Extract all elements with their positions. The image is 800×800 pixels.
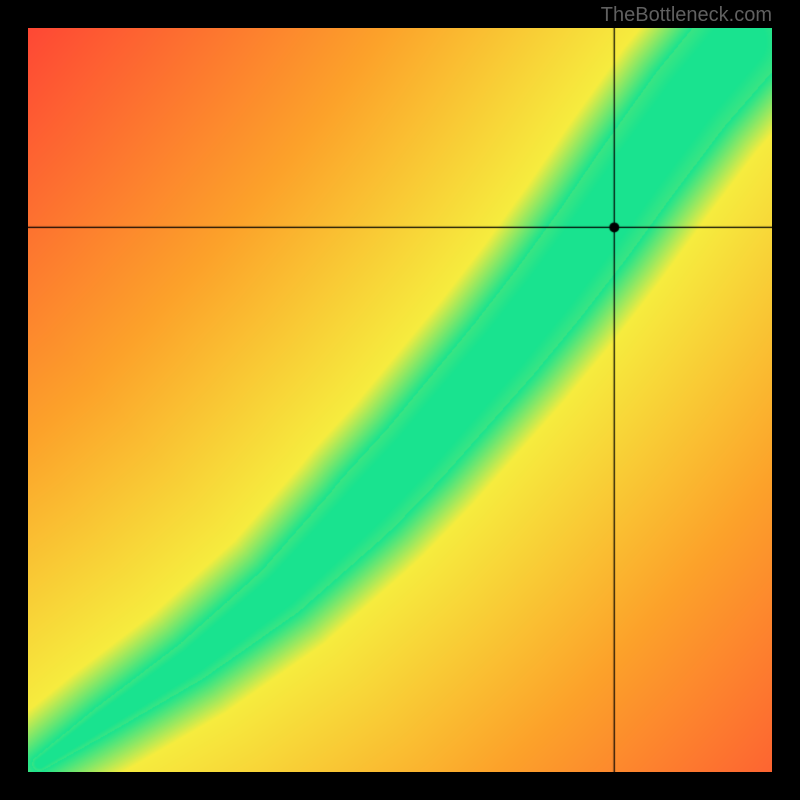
- watermark-text: TheBottleneck.com: [601, 4, 772, 27]
- heatmap-canvas: [28, 28, 772, 772]
- heatmap-plot: [28, 28, 772, 772]
- chart-container: TheBottleneck.com: [0, 0, 800, 800]
